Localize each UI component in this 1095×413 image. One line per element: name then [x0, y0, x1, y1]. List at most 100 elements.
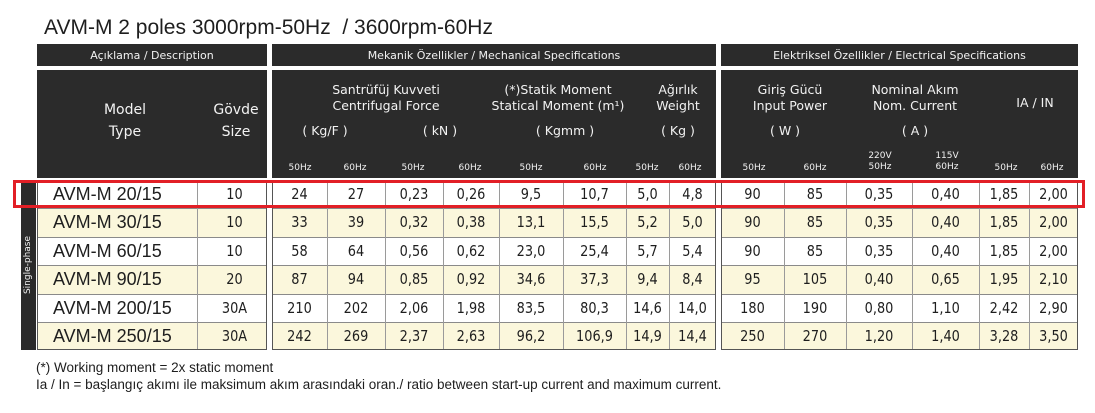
cell-sm-60: 15,5	[580, 213, 609, 232]
column-separator	[979, 180, 980, 350]
cell-cf-kgf-60: 202	[343, 298, 369, 317]
column-separator	[443, 180, 444, 350]
row-separator	[721, 237, 1078, 238]
row-background	[721, 236, 1078, 266]
cell-cf-kgf-50: 58	[291, 241, 308, 260]
column-separator	[846, 180, 847, 350]
cell-sm-50: 9,5	[520, 185, 542, 203]
hz-w-50: 50Hz	[635, 163, 659, 173]
table-row: AVM-M 20/15 10 24 27 0,23 0,26 9,5 10,7 5,0 4,8 90…	[0, 180, 1095, 208]
column-separator	[626, 180, 627, 350]
row-background	[37, 265, 267, 294]
cell-model: AVM-M 60/15	[53, 240, 162, 261]
cell-cf-kn-60: 0,62	[456, 241, 486, 260]
ia-in-header: IA / IN	[1016, 95, 1054, 110]
cell-i-115: 1,10	[931, 298, 960, 317]
cell-p-60: 85	[806, 241, 824, 260]
row-background	[721, 293, 1078, 322]
cell-w-60: 5,0	[682, 213, 703, 232]
column-separator	[669, 180, 670, 350]
cell-cf-kgf-60: 39	[347, 213, 365, 232]
cell-cf-kn-50: 2,37	[399, 327, 429, 345]
cell-sm-60: 25,4	[580, 241, 609, 260]
cell-size: 20	[226, 270, 243, 289]
cell-sm-50: 13,1	[516, 213, 546, 232]
row-separator	[272, 208, 716, 209]
sm-unit: ( Kgmm )	[535, 123, 595, 138]
hz-ia-50: 50Hz	[994, 163, 1018, 173]
row-background	[37, 236, 267, 266]
cell-cf-kn-50: 0,85	[399, 270, 429, 289]
row-separator	[272, 294, 716, 295]
row-separator	[721, 265, 1078, 266]
row-background	[721, 322, 1078, 351]
row-background	[37, 208, 267, 237]
cell-cf-kn-50: 0,56	[399, 241, 429, 260]
cell-ia-60: 2,90	[1039, 298, 1068, 317]
cell-p-50: 90	[744, 185, 761, 203]
cell-i-220: 1,20	[864, 327, 894, 345]
row-background	[721, 265, 1078, 294]
cell-cf-kgf-60: 94	[347, 270, 365, 289]
model-header: Model Type	[103, 102, 147, 140]
cell-w-60: 14,0	[678, 298, 707, 317]
cell-i-220: 0,35	[864, 241, 894, 260]
header-block-mechanical	[272, 70, 716, 178]
header-description: Açıklama / Description	[37, 44, 267, 66]
cell-ia-50: 1,85	[989, 241, 1019, 260]
hz-p-50: 50Hz	[742, 163, 766, 173]
cell-i-220: 0,35	[864, 185, 894, 203]
weight-header: Ağırlık Weight	[656, 82, 700, 113]
column-separator	[1029, 180, 1030, 350]
cell-size: 30A	[221, 298, 248, 317]
cell-ia-50: 1,85	[989, 185, 1019, 203]
cell-sm-60: 37,3	[580, 270, 609, 289]
row-background	[721, 180, 1078, 209]
table-row: AVM-M 250/15 30A 242 269 2,37 2,63 96,2 106,9 14…	[0, 322, 1095, 350]
hz-sm-60: 60Hz	[583, 163, 607, 173]
row-background	[37, 322, 267, 351]
row-background	[721, 208, 1078, 237]
cell-i-115: 0,40	[931, 213, 960, 232]
row-separator	[272, 322, 716, 323]
cell-w-50: 14,6	[633, 298, 662, 317]
cell-p-60: 85	[806, 185, 824, 203]
table-row: AVM-M 90/15 20 87 94 0,85 0,92 34,6 37,3 9,4 8,4 9…	[0, 265, 1095, 293]
row-background	[272, 322, 716, 351]
hz-cf-kgf-60: 60Hz	[343, 163, 367, 173]
column-separator	[784, 180, 785, 350]
nominal-current-header: Nominal Akım Nom. Current	[871, 82, 959, 113]
row-separator	[37, 294, 267, 295]
body-size-header: Gövde Size	[213, 102, 259, 140]
input-power-header: Giriş Gücü Input Power	[752, 82, 828, 113]
row-background	[272, 208, 716, 237]
row-separator	[37, 208, 267, 209]
cell-p-60: 190	[802, 298, 828, 317]
cell-i-115: 0,40	[931, 241, 960, 260]
cell-size: 30A	[221, 327, 248, 345]
cell-ia-50: 3,28	[989, 327, 1019, 345]
row-separator	[721, 322, 1078, 323]
cell-cf-kn-60: 0,38	[456, 213, 486, 232]
header-block-electrical	[721, 70, 1078, 178]
column-separator	[912, 180, 913, 350]
cell-model: AVM-M 20/15	[53, 184, 162, 204]
cell-ia-60: 2,00	[1039, 185, 1068, 203]
cell-w-50: 5,2	[637, 213, 658, 232]
row-background	[272, 236, 716, 266]
cell-model: AVM-M 30/15	[53, 212, 162, 233]
cell-model: AVM-M 200/15	[53, 297, 172, 318]
cell-cf-kgf-50: 24	[291, 185, 308, 203]
page-title: AVM-M 2 poles 3000rpm-50Hz / 3600rpm-60H…	[44, 16, 493, 39]
cell-ia-60: 3,50	[1039, 327, 1068, 345]
ip-unit: ( W )	[769, 123, 801, 138]
cell-size: 10	[226, 213, 243, 232]
row-background	[272, 265, 716, 294]
cell-p-60: 105	[802, 270, 828, 289]
column-separator	[327, 180, 328, 350]
column-separator	[385, 180, 386, 350]
cell-w-60: 5,4	[682, 241, 703, 260]
cell-model: AVM-M 250/15	[53, 326, 172, 346]
cell-p-50: 180	[740, 298, 765, 317]
cell-sm-50: 34,6	[516, 270, 546, 289]
